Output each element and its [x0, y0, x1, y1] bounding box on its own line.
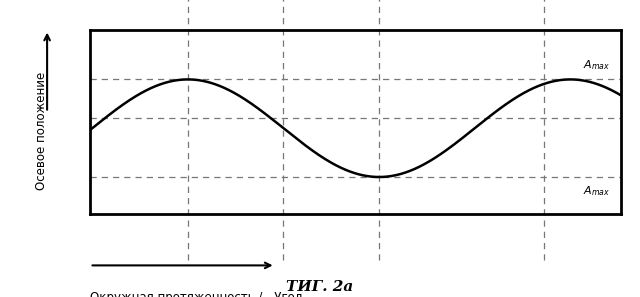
- Text: $A_{max}$: $A_{max}$: [583, 58, 610, 72]
- Text: $A_{max}$: $A_{max}$: [583, 184, 610, 198]
- Text: Осевое положение: Осевое положение: [35, 72, 48, 190]
- Text: Окружная протяженность / - Угол: Окружная протяженность / - Угол: [90, 291, 302, 297]
- Text: ΤИГ. 2а: ΤИГ. 2а: [286, 280, 354, 294]
